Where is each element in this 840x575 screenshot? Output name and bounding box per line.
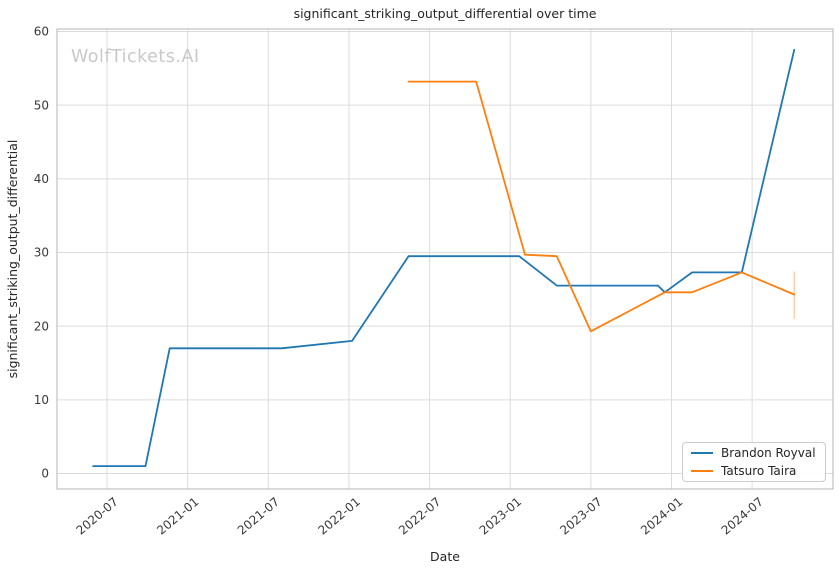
y-tick-label: 40 [34,172,49,186]
chart-title: significant_striking_output_differential… [293,6,597,21]
plot-border [56,28,834,490]
y-tick-label: 60 [34,25,49,39]
x-tick-label: 2024-01 [638,495,685,538]
x-tick-label: 2023-01 [477,495,524,538]
x-tick-label: 2024-07 [719,495,766,538]
y-tick-label: 0 [41,467,49,481]
legend-line-sample [691,452,713,454]
x-tick-label: 2022-07 [396,495,443,538]
series-line-tatsuro-taira [407,80,796,333]
x-tick-label: 2020-07 [74,495,121,538]
legend-label: Tatsuro Taira [721,463,797,478]
x-tick-label: 2021-01 [154,495,201,538]
x-tick-label: 2023-07 [557,495,604,538]
y-tick-label: 20 [34,319,49,333]
x-tick-label: 2021-07 [235,495,282,538]
y-tick-labels: 0 10 20 30 40 50 60 [34,25,49,481]
y-axis-label: significant_striking_output_differential [5,139,20,379]
y-tick-label: 30 [34,246,49,260]
x-tick-labels: 2020-07 2021-01 2021-07 2022-01 2022-07 2023-… [74,495,767,538]
legend-label: Brandon Royval [721,445,816,460]
x-axis-label: Date [430,549,460,564]
y-tick-label: 50 [34,98,49,112]
legend-item: Tatsuro Taira [691,464,817,479]
legend: Brandon Royval Tatsuro Taira [682,442,826,482]
series-lines [92,49,796,468]
legend-item: Brandon Royval [691,446,817,461]
y-tick-label: 10 [34,393,49,407]
gridlines [57,29,833,489]
series-line-brandon-royval [92,49,796,468]
watermark: WolfTickets.AI [71,47,200,67]
legend-line-sample [691,470,713,472]
x-tick-label: 2022-01 [315,495,362,538]
